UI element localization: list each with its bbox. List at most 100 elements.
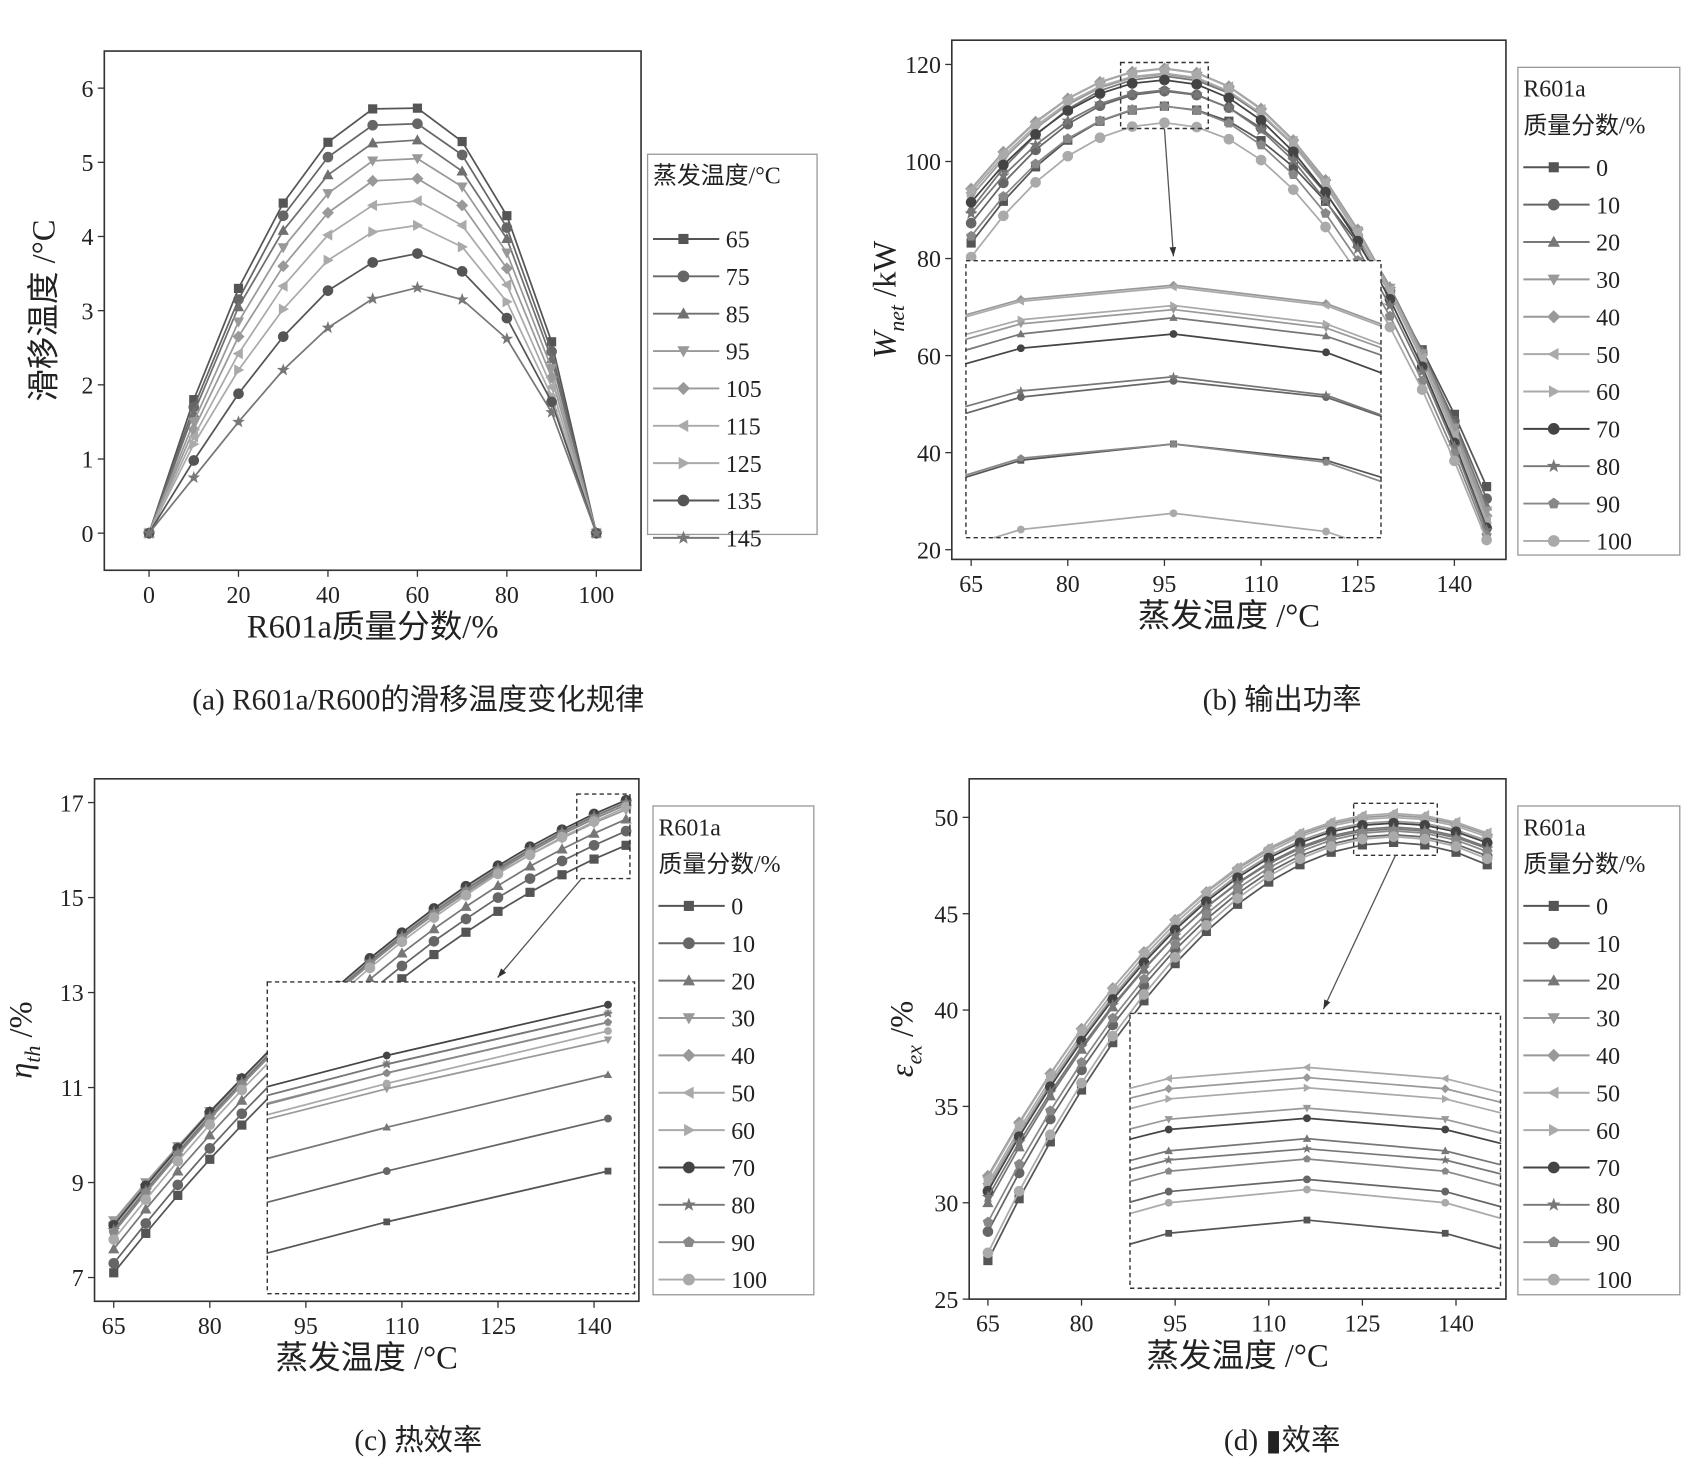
x-tick-label: 110: [1244, 572, 1279, 598]
series-line: [192, 392, 240, 462]
series-line: [506, 237, 553, 360]
inset-series-20: [1129, 1134, 1502, 1166]
series-line: [1034, 137, 1069, 165]
series-line: [1034, 109, 1069, 136]
series-line: [208, 1112, 243, 1150]
data-point: [1094, 115, 1106, 126]
series-line: [970, 167, 1005, 210]
series-line: [282, 289, 329, 338]
series-line: [282, 141, 329, 204]
inset-background: [267, 981, 635, 1294]
inset-series-40: [1129, 1073, 1502, 1104]
data-point: [1061, 114, 1075, 127]
series-line: [1174, 906, 1208, 937]
series-line: [987, 1146, 1020, 1204]
inset-series-30: [1129, 1104, 1502, 1135]
series-line: [1174, 900, 1208, 931]
data-point: [1106, 998, 1120, 1011]
series-line: [506, 300, 553, 397]
data-point: [1440, 1146, 1450, 1155]
series-line: [1361, 816, 1395, 821]
legend-marker-icon: [683, 900, 694, 911]
series-line: [1205, 870, 1239, 897]
series-line: [987, 1190, 1020, 1254]
legend-item-50: 50: [658, 1081, 755, 1107]
series-line: [1392, 816, 1426, 821]
data-point: [1075, 1040, 1088, 1053]
y-tick-label: 5: [81, 151, 93, 177]
data-point: [108, 1243, 120, 1254]
series-line: [192, 369, 240, 446]
series-line: [1330, 838, 1364, 848]
series-line: [1099, 82, 1134, 95]
plot-frame: [950, 39, 1507, 561]
data-point: [277, 224, 289, 235]
series-line: [401, 913, 435, 940]
legend-marker-icon: [678, 456, 690, 470]
y-tick-label: 50: [934, 806, 958, 832]
series-line: [1325, 461, 1382, 483]
series-line: [529, 873, 563, 894]
series-line: [1205, 882, 1239, 909]
legend-marker-icon: [1548, 1236, 1560, 1248]
legend-title: R601a: [1523, 77, 1586, 103]
legend-item-100: 100: [1523, 1268, 1632, 1294]
y-tick-label: 6: [81, 77, 93, 103]
y-tick-label: 35: [934, 1095, 958, 1121]
legend-label: 50: [1596, 343, 1620, 369]
x-axis-label: 蒸发温度 /°C: [1138, 598, 1320, 635]
y-tick-label: 7: [72, 1266, 84, 1292]
legend-item-40: 40: [1523, 1044, 1620, 1070]
legend-marker-icon: [1547, 937, 1560, 950]
series-line: [1205, 887, 1239, 915]
x-tick-label: 65: [959, 572, 983, 598]
series-line: [1444, 1128, 1502, 1145]
plot-area: [107, 794, 633, 1278]
data-point: [502, 296, 513, 308]
series-line: [1423, 818, 1457, 827]
series-line: [385, 1021, 609, 1074]
series-line: [465, 872, 499, 897]
x-tick-label: 95: [1152, 572, 1176, 598]
data-point: [589, 526, 603, 539]
series-line: [416, 177, 464, 207]
legend-item-70: 70: [658, 1156, 755, 1182]
data-point: [1016, 297, 1025, 306]
series-line: [148, 443, 195, 535]
legend-marker-icon: [677, 346, 690, 358]
legend-item-40: 40: [1523, 305, 1620, 331]
series-line: [1330, 814, 1364, 824]
data-point: [1263, 870, 1275, 882]
series-line: [1172, 304, 1327, 325]
series-line: [208, 1081, 243, 1118]
data-point: [232, 348, 243, 360]
series-line: [1066, 136, 1101, 158]
series-line: [1306, 1178, 1447, 1193]
series-line: [192, 298, 240, 408]
series-line: [965, 459, 1022, 479]
series-line: [371, 286, 419, 300]
series-line: [1066, 89, 1101, 110]
series-line: [1228, 90, 1262, 115]
legend-item-10: 10: [1523, 193, 1620, 219]
caption: (c) 热效率: [354, 1424, 482, 1457]
series-line: [1143, 934, 1177, 970]
inset-series-90: [1129, 1154, 1502, 1187]
series-line: [1143, 956, 1177, 996]
legend-item-30: 30: [1523, 268, 1620, 294]
legend-marker-icon: [1546, 1197, 1561, 1211]
series-line: [401, 916, 435, 943]
x-tick-label: 65: [102, 1314, 126, 1340]
data-point: [1254, 123, 1268, 136]
series-line: [369, 940, 403, 969]
inset-series-90: [965, 439, 1382, 483]
data-point: [1255, 154, 1267, 166]
series-line: [1049, 1082, 1083, 1136]
data-point: [1017, 315, 1026, 324]
series-line: [176, 1158, 211, 1197]
legend-marker-icon: [1548, 900, 1559, 911]
legend-marker-icon: [1547, 274, 1560, 286]
series-line: [1131, 90, 1166, 96]
series-line: [327, 142, 374, 176]
data-point: [965, 230, 977, 241]
